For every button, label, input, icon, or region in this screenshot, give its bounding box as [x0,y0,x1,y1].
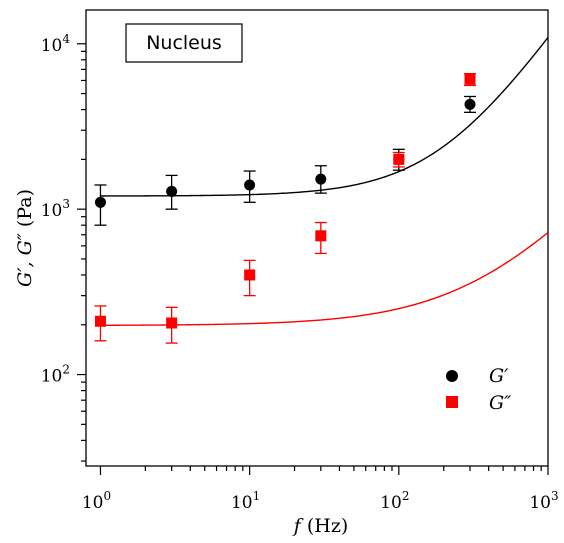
x-axis-unit: (Hz) [301,515,348,537]
data-point-g-prime [464,98,476,110]
y-tick-base: 10 [41,36,63,56]
x-tick-base: 10 [231,493,253,513]
data-point-g-prime [315,173,327,185]
x-tick-base: 10 [529,493,551,513]
y-tick-base: 10 [41,367,63,387]
y-tick-label: 104 [41,32,71,56]
legend-label-g-prime: G′ [489,365,509,387]
annotation-frame [125,23,243,63]
fit-curve-g-double-prime [100,231,548,326]
x-tick-base: 10 [380,493,402,513]
data-point-g-prime [94,196,106,208]
x-tick-label: 103 [529,489,558,513]
y-tick-exponent: 4 [62,32,70,46]
fit-curve-g-prime [100,36,548,197]
y-tick-exponent: 3 [62,197,70,211]
x-tick-label: 100 [82,489,111,513]
y-axis-var: G′, G″ [14,233,36,287]
y-tick-base: 10 [41,201,63,221]
data-point-g-double-prime [244,269,256,281]
y-tick-label: 103 [41,197,70,221]
axis-ticks [77,43,549,475]
data-point-g-double-prime [315,230,327,242]
x-tick-exponent: 2 [402,489,410,503]
y-tick-exponent: 2 [62,363,70,377]
legend: G′ G″ [446,365,511,414]
legend-marker-g-prime [446,370,458,382]
data-point-g-double-prime [464,73,476,85]
legend-marker-g-double-prime [446,396,458,408]
x-tick-label: 101 [231,489,260,513]
x-tick-exponent: 0 [103,489,111,503]
data-point-g-double-prime [166,317,178,329]
y-tick-label: 102 [41,363,70,387]
data-point-g-prime [244,179,256,191]
data-point-g-double-prime [393,153,405,165]
data-marks [94,72,476,344]
x-axis-title: f (Hz) [292,515,349,537]
y-axis-title: G′, G″ (Pa) [14,189,36,287]
x-tick-label: 102 [380,489,409,513]
plot-frame [85,9,549,467]
legend-label-g-double-prime: G″ [489,392,511,414]
x-axis-var: f [292,515,304,537]
y-axis-unit: (Pa) [14,189,36,233]
x-tick-exponent: 1 [253,489,261,503]
annotation-box: Nucleus [125,23,243,63]
x-tick-exponent: 3 [551,489,559,503]
data-point-g-prime [166,185,178,197]
data-point-g-double-prime [94,315,106,327]
x-tick-base: 10 [82,493,104,513]
annotation-text: Nucleus [146,32,222,54]
